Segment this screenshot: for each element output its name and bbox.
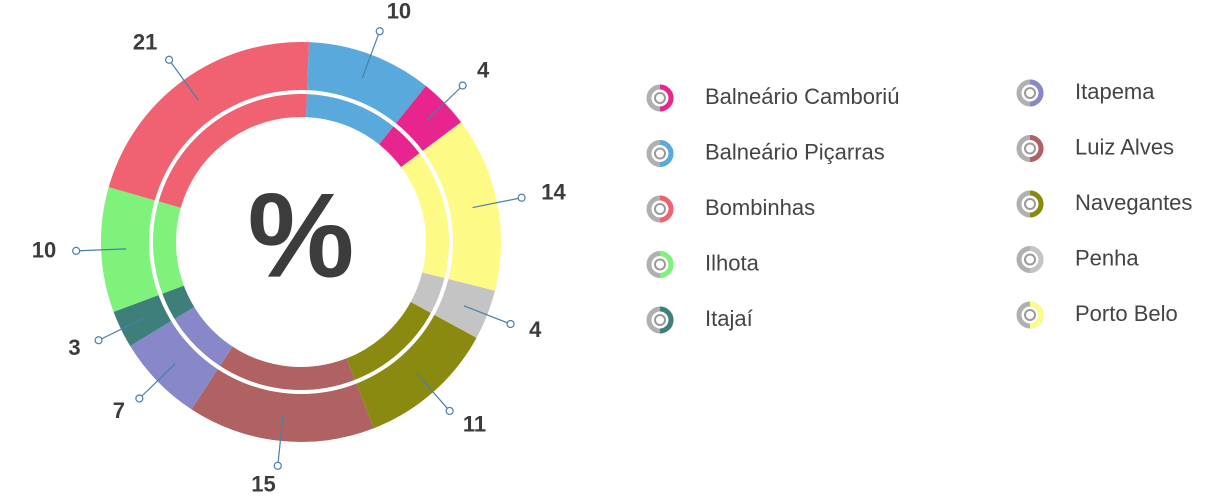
leader-dot xyxy=(445,406,454,416)
legend-icon-inner xyxy=(654,314,666,326)
legend-label: Luiz Alves xyxy=(1075,134,1174,159)
leader-line xyxy=(472,197,522,209)
legend-icon-inner xyxy=(654,258,666,271)
value-label: 4 xyxy=(529,317,542,342)
donut-segment xyxy=(113,285,195,347)
value-label: 21 xyxy=(133,29,157,54)
leader-line xyxy=(138,363,176,399)
value-label: 10 xyxy=(387,0,411,23)
donut-segment xyxy=(410,272,495,338)
leader-line xyxy=(426,85,464,121)
legend-icon-inner xyxy=(654,92,666,104)
leader-line xyxy=(416,372,451,412)
leader-dot xyxy=(94,336,103,345)
leader-dot xyxy=(164,55,174,64)
leader-dot xyxy=(517,193,526,202)
legend-icon-arc xyxy=(1029,79,1044,107)
legend-icon-inner xyxy=(654,147,666,160)
value-label: 14 xyxy=(541,180,566,205)
value-label: 11 xyxy=(463,412,486,437)
donut-segment xyxy=(191,346,374,442)
legend-label: Penha xyxy=(1075,245,1139,270)
donut-segment xyxy=(305,42,426,145)
legend-label: Ilhota xyxy=(705,250,760,275)
legend-icon-inner xyxy=(1024,198,1036,210)
legend-label: Porto Belo xyxy=(1075,301,1178,326)
legend-icon-inner xyxy=(1024,309,1036,321)
leader-dot xyxy=(135,394,144,403)
leader-line xyxy=(463,305,511,325)
donut-segment xyxy=(130,307,233,410)
legend-icon-arc xyxy=(659,306,674,334)
value-label: 7 xyxy=(113,398,125,423)
leader-line xyxy=(361,31,381,79)
leader-line xyxy=(277,416,284,466)
legend-label: Balneário Camboriú xyxy=(705,84,899,109)
legend-label: Bombinhas xyxy=(705,195,815,220)
value-label: 3 xyxy=(68,335,80,360)
leader-dot xyxy=(506,319,515,329)
value-label: 10 xyxy=(32,237,56,262)
leader-line xyxy=(168,59,199,101)
legend-icon-arc xyxy=(659,195,674,223)
legend-icon-arc xyxy=(1029,135,1044,162)
legend-icon-arc xyxy=(1029,246,1044,273)
legend-icon-inner xyxy=(1024,142,1036,155)
legend-icon-inner xyxy=(1024,253,1036,266)
inner-ring xyxy=(149,90,453,394)
leader-line xyxy=(76,248,127,252)
legend-icon-arc xyxy=(1029,190,1044,218)
donut-segment xyxy=(100,187,184,312)
donut-segment xyxy=(346,301,477,429)
value-label: 15 xyxy=(251,472,275,497)
donut-segment xyxy=(401,122,501,291)
leader-dot xyxy=(458,81,467,90)
leader-line xyxy=(98,317,144,341)
legend-icon-inner xyxy=(1024,87,1036,99)
center-label: % xyxy=(248,169,355,303)
legend-label: Balneário Piçarras xyxy=(705,139,885,164)
legend-icon-arc xyxy=(659,84,674,112)
legend-icon-arc xyxy=(659,140,674,167)
legend-icon-arc xyxy=(1029,301,1044,329)
legend-label: Itajaí xyxy=(705,306,753,331)
leader-dot xyxy=(72,246,81,255)
legend-label: Navegantes xyxy=(1075,190,1192,215)
leader-dot xyxy=(273,461,282,470)
leader-dot xyxy=(375,27,384,36)
legend-label: Itapema xyxy=(1075,79,1155,104)
legend-icon-inner xyxy=(654,203,666,215)
legend-icon-arc xyxy=(659,251,674,278)
value-label: 4 xyxy=(477,57,490,82)
